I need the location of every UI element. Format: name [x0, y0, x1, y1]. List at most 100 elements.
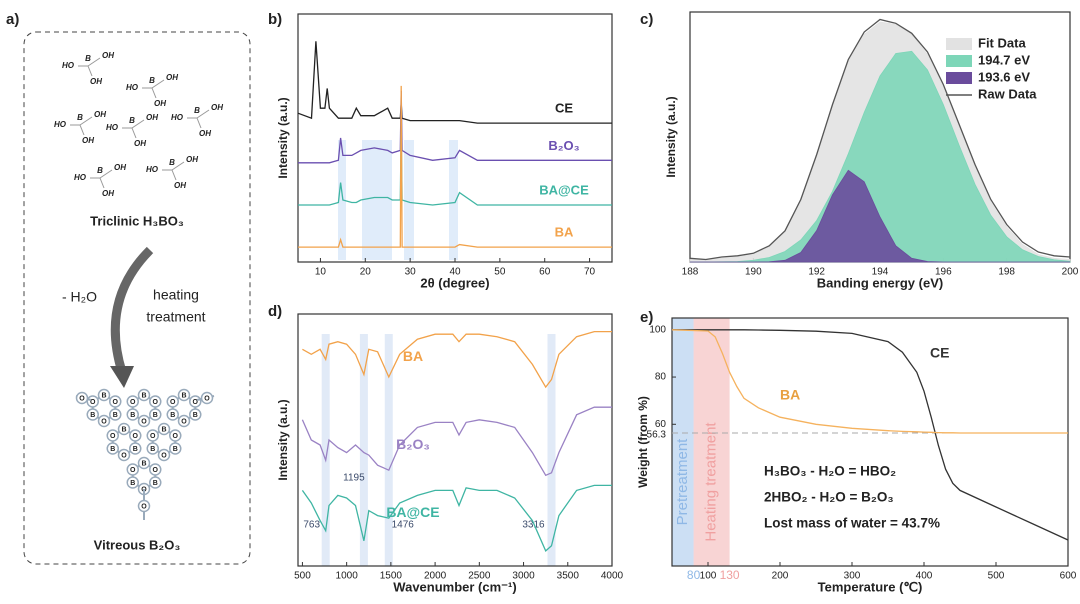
atom: B — [130, 480, 135, 487]
atom: OH — [146, 113, 158, 122]
x-tick-label: 600 — [1060, 571, 1077, 582]
arrow-head — [110, 366, 134, 388]
atom: O — [204, 395, 210, 402]
atom: O — [113, 399, 119, 406]
atom: B — [141, 460, 146, 467]
atom: O — [150, 433, 156, 440]
atom: HO — [62, 61, 75, 70]
bottom-label: Vitreous B₂O₃ — [94, 537, 181, 552]
panel-label: c) — [640, 11, 653, 28]
bond — [151, 79, 165, 89]
step-left: - H₂O — [62, 289, 97, 305]
y-axis-label: Weight (from %) — [636, 396, 650, 488]
atom: B — [97, 166, 103, 175]
atom-node — [117, 422, 131, 436]
bond — [79, 124, 85, 136]
region-label: Pretreatment — [674, 438, 691, 526]
atom-node — [149, 476, 162, 489]
atom: O — [173, 433, 179, 440]
series-label: CE — [555, 101, 573, 116]
atom-node — [146, 429, 159, 442]
peak-band — [384, 334, 393, 566]
atom: O — [170, 399, 176, 406]
series-label: B₂O₃ — [548, 138, 579, 153]
atom-node — [149, 395, 162, 408]
atom-node — [129, 429, 142, 442]
bond — [196, 109, 210, 119]
line — [298, 125, 612, 206]
atom: OH — [102, 189, 114, 198]
x-tick-label: 4000 — [601, 571, 624, 582]
atom: HO — [74, 173, 87, 182]
x-tick-label: 194 — [872, 267, 889, 278]
atom: B — [101, 392, 106, 399]
atom-node — [166, 408, 179, 421]
x-axis-label: 2θ (degree) — [420, 275, 489, 290]
atom: OH — [114, 163, 126, 172]
line — [298, 85, 612, 248]
x-tick-label: 2500 — [468, 571, 491, 582]
atom: B — [153, 480, 158, 487]
atom-node — [137, 414, 151, 428]
x-tick-label: 3500 — [557, 571, 580, 582]
atom: B — [149, 76, 155, 85]
equation: 2HBO₂ - H₂O = B₂O₃ — [764, 490, 894, 505]
region — [672, 318, 694, 566]
atom: B — [153, 412, 158, 419]
y-tick-label: 80 — [655, 372, 667, 383]
atom-node — [97, 414, 111, 428]
atom: O — [193, 399, 199, 406]
y-tick-label: 100 — [649, 324, 666, 335]
atom-node — [146, 442, 159, 455]
x-tick-label: 40 — [449, 267, 461, 278]
bond — [171, 169, 177, 181]
top-label: Triclinic H₃BO₃ — [90, 213, 184, 228]
atom-node — [149, 408, 162, 421]
line — [297, 41, 612, 124]
line — [689, 18, 1071, 261]
x-tick-label: 200 — [772, 571, 789, 582]
atom: HO — [54, 120, 67, 129]
region-label: Heating treatment — [703, 422, 720, 542]
atom: B — [133, 446, 138, 453]
x-tick-label: 60 — [539, 267, 551, 278]
atom-node — [129, 442, 142, 455]
atom: OH — [102, 51, 114, 60]
panel-label: b) — [268, 11, 282, 28]
bond — [99, 169, 113, 179]
panel-label: e) — [640, 309, 653, 326]
atom: B — [121, 426, 126, 433]
atom-node — [200, 391, 214, 405]
region — [693, 318, 730, 566]
atom: B — [129, 116, 135, 125]
atom: OH — [211, 103, 223, 112]
peak-band — [321, 334, 330, 566]
series-label: BA@CE — [539, 182, 589, 197]
x-tick-label: 192 — [808, 267, 825, 278]
atom: B — [169, 158, 175, 167]
atom-node — [157, 422, 171, 436]
atom-node — [126, 476, 139, 489]
x-tick-label: 198 — [998, 267, 1015, 278]
atom-node — [126, 395, 139, 408]
step-right: heating — [153, 287, 199, 303]
plot-frame — [671, 317, 1069, 567]
bond — [99, 177, 105, 189]
panel-label: a) — [6, 11, 19, 28]
legend-swatch — [946, 38, 972, 50]
series-label: BA@CE — [386, 504, 439, 520]
x-tick-label: 10 — [315, 267, 327, 278]
atom-node — [109, 408, 122, 421]
series-label: BA — [403, 348, 423, 364]
y-axis-label: Intensity (a.u.) — [664, 96, 678, 177]
x-tick-label: 1500 — [380, 571, 403, 582]
atom: B — [170, 412, 175, 419]
atom: OH — [186, 155, 198, 164]
x-tick-label: 190 — [745, 267, 762, 278]
x-axis-label: Temperature (℃) — [818, 579, 923, 594]
area — [690, 169, 1070, 263]
atom-node — [106, 442, 119, 455]
y-tick-label: 60 — [655, 419, 667, 430]
x-tick-label: 500 — [294, 571, 311, 582]
